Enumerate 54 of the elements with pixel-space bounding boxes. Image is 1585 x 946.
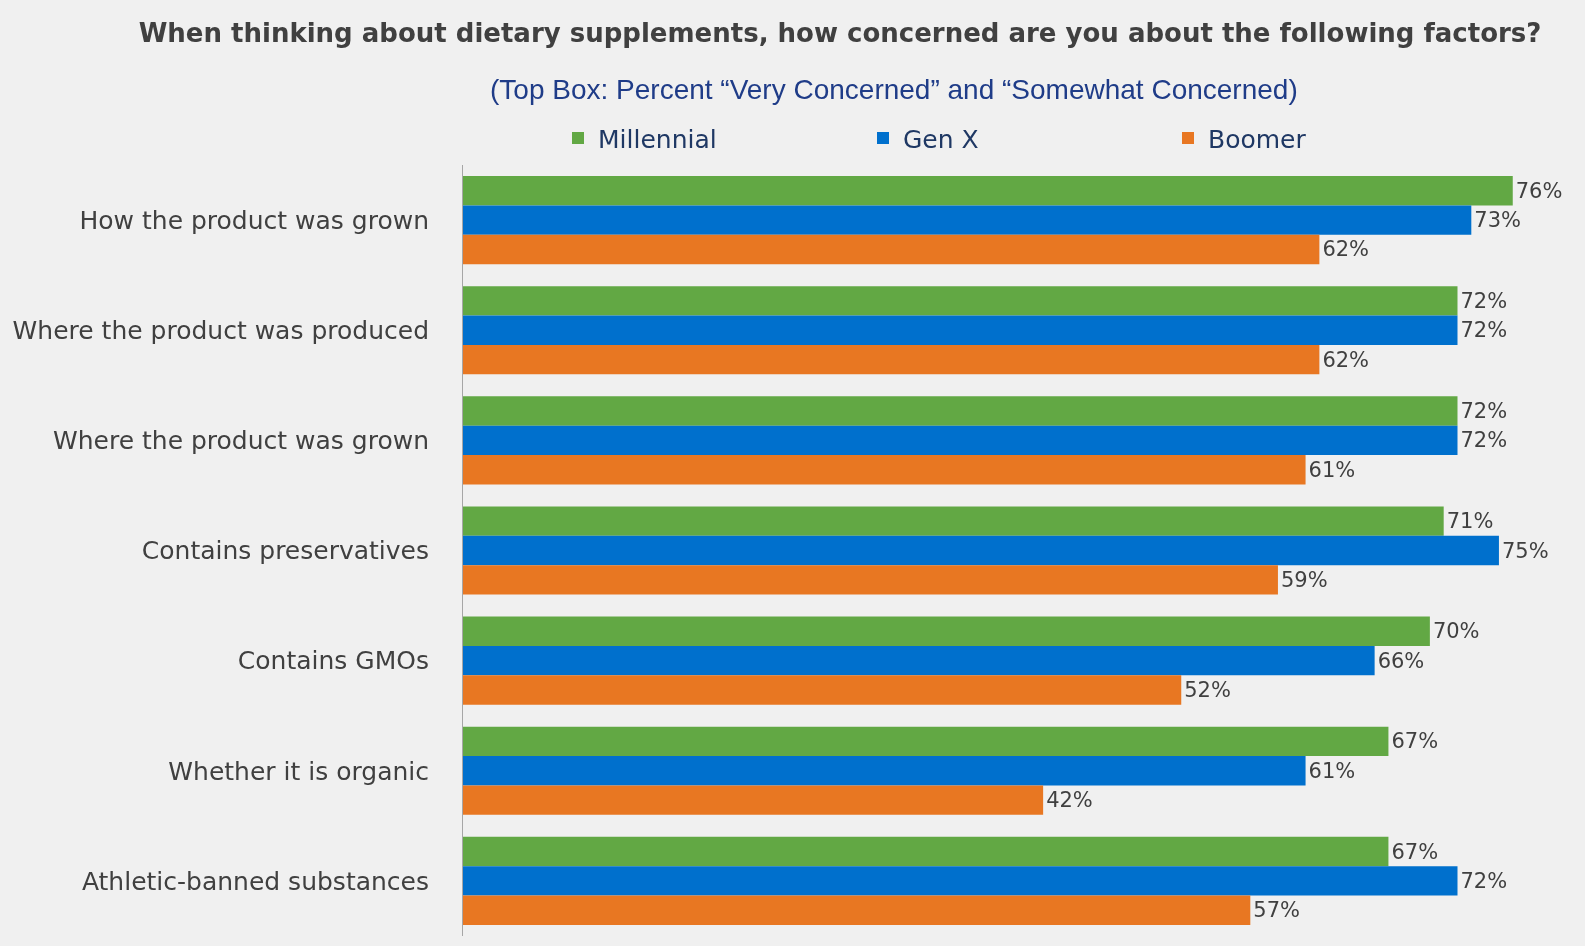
bar [463, 176, 1513, 206]
data-label: 72% [1460, 868, 1508, 893]
data-label: 71% [1446, 509, 1494, 534]
bar [463, 836, 1389, 867]
data-label: 62% [1322, 237, 1370, 262]
bar [463, 645, 1375, 676]
data-label: 61% [1308, 457, 1356, 482]
bar [463, 205, 1472, 235]
data-label: 73% [1474, 208, 1521, 233]
legend-label: Gen X [903, 124, 979, 154]
bar [463, 866, 1458, 896]
bar [463, 396, 1458, 426]
data-label: 52% [1184, 678, 1231, 703]
bar [463, 565, 1278, 595]
bar [463, 616, 1430, 646]
data-label: 67% [1391, 729, 1439, 754]
bar [463, 785, 1044, 815]
data-label: 75% [1501, 538, 1549, 563]
data-label: 72% [1460, 428, 1508, 453]
bar [463, 286, 1458, 316]
legend-label: Millennial [598, 124, 717, 154]
bar [463, 535, 1499, 566]
data-label: 67% [1391, 839, 1439, 864]
bar [463, 234, 1320, 265]
data-label: 72% [1460, 318, 1508, 343]
data-label: 57% [1253, 898, 1300, 923]
data-label: 70% [1432, 619, 1480, 644]
bar [463, 315, 1458, 345]
data-label: 76% [1515, 178, 1563, 203]
bar [463, 895, 1251, 925]
y-tick-label: Athletic-banned substances [81, 866, 429, 896]
bar [463, 425, 1458, 456]
y-tick-label: Where the product was produced [12, 315, 429, 345]
bar [463, 506, 1444, 536]
y-tick-label: How the product was grown [79, 205, 429, 235]
data-label: 59% [1280, 567, 1328, 592]
bar [463, 726, 1389, 757]
data-label: 72% [1460, 288, 1508, 313]
bar [463, 675, 1182, 705]
data-label: 66% [1377, 648, 1425, 673]
y-tick-label: Contains GMOs [237, 646, 429, 676]
y-tick-label: Where the product was grown [52, 426, 429, 456]
bar [463, 455, 1306, 485]
data-label: 42% [1046, 788, 1093, 813]
y-tick-label: Contains preservatives [141, 536, 429, 566]
legend-label: Boomer [1208, 124, 1307, 154]
y-tick-label: Whether it is organic [168, 756, 429, 786]
bar [463, 756, 1306, 786]
data-label: 72% [1460, 398, 1508, 423]
data-label: 61% [1308, 758, 1356, 783]
chart-subtitle: (Top Box: Percent “Very Concerned” and “Somewhat Concerned) [490, 74, 1298, 105]
bar [463, 344, 1320, 375]
chart-title: When thinking about dietary supplements, how concerned are you about the following factors? [138, 17, 1542, 48]
data-label: 62% [1322, 347, 1370, 372]
